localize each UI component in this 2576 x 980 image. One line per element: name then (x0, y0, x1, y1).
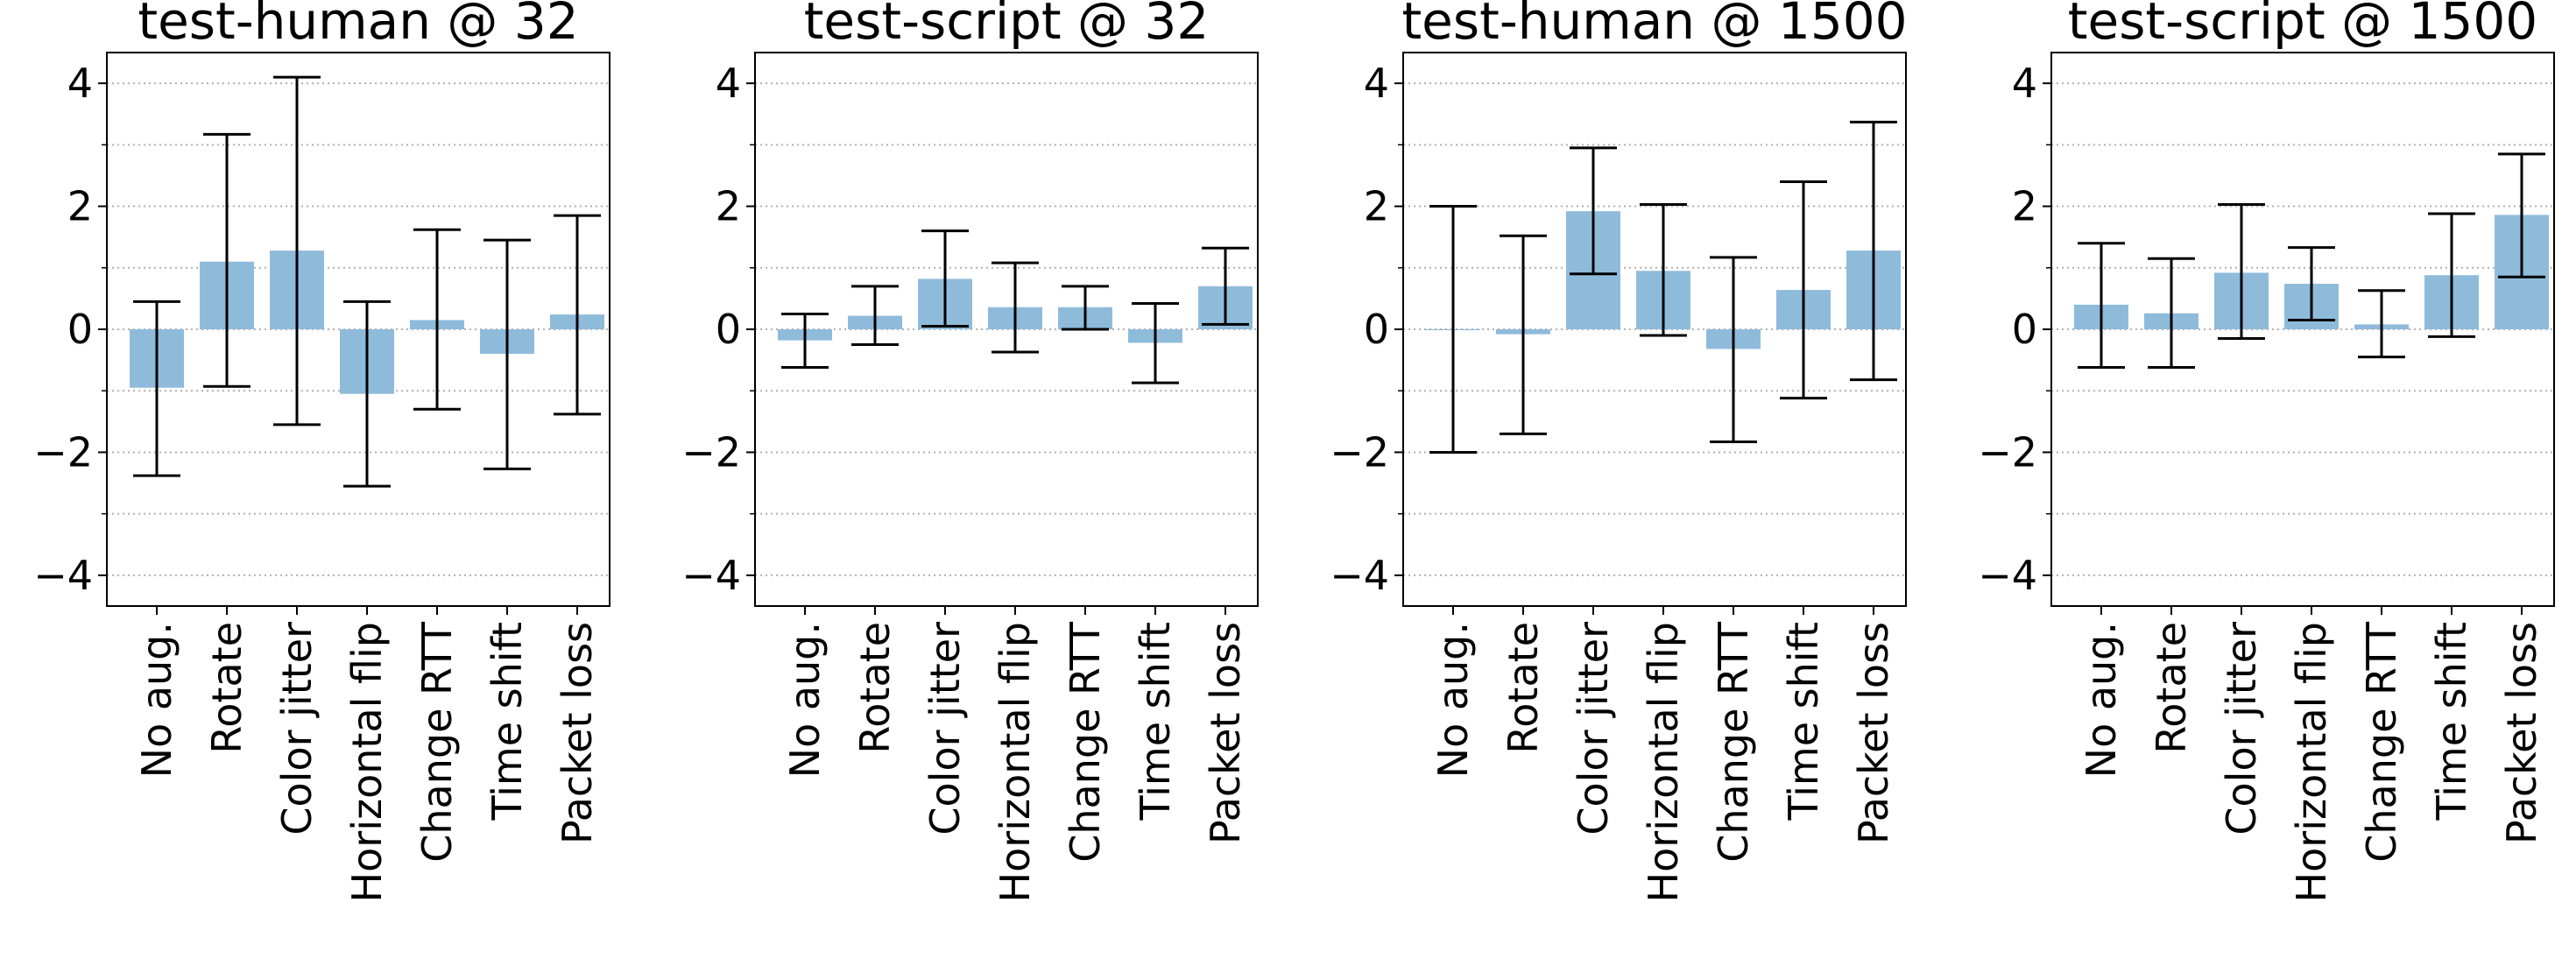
y-tick-label: 2 (67, 183, 93, 230)
error-bar (1500, 234, 1547, 435)
error-bar (413, 228, 461, 411)
error-bar (2358, 289, 2405, 359)
y-tick-label: 4 (67, 60, 93, 107)
chart-title: test-script @ 1500 (2068, 0, 2537, 51)
x-tick-label: Rotate (203, 622, 251, 754)
error-bar (992, 261, 1039, 354)
error-bar (133, 300, 180, 477)
error-bar (483, 238, 531, 470)
y-tick-label: 4 (2012, 60, 2037, 107)
x-tick-label: Packet loss (1202, 622, 1249, 844)
y-tick-label: −2 (1330, 428, 1389, 476)
x-tick-label: Rotate (851, 622, 899, 754)
x-tick-label: Packet loss (2498, 622, 2545, 844)
error-bar (203, 132, 251, 388)
chart-title: test-human @ 1500 (1401, 0, 1907, 51)
error-bar (1780, 180, 1827, 400)
x-tick-label: Change RTT (1710, 621, 1757, 863)
error-bar (2288, 246, 2335, 321)
x-tick-label: Change RTT (2358, 621, 2405, 863)
error-bar (273, 75, 321, 427)
error-bar (2218, 202, 2265, 341)
x-tick-label: Color jitter (921, 622, 969, 835)
x-tick-label: Packet loss (1850, 622, 1897, 844)
x-tick-label: No aug. (1429, 622, 1477, 778)
x-tick-label: Change RTT (413, 621, 461, 863)
error-bar (1062, 285, 1109, 331)
y-tick-label: −2 (681, 428, 741, 476)
x-tick-label: Change RTT (1062, 621, 1109, 863)
error-bar (2498, 152, 2545, 278)
y-tick-label: −4 (1330, 552, 1389, 599)
error-bar (2428, 212, 2475, 338)
chart-panel-4: −4 −2 0 2 4 No aug. Rotate Color jitter Horizont… (1978, 0, 2555, 902)
y-tick-label: 0 (2012, 306, 2037, 353)
x-tick-label: No aug. (781, 622, 829, 778)
x-tick-label: No aug. (2078, 622, 2125, 778)
y-tick-label: 0 (67, 306, 93, 353)
x-tick-label: Rotate (1500, 622, 1547, 754)
x-tick-label: No aug. (133, 622, 180, 778)
error-bar (343, 300, 391, 488)
y-tick-label: 0 (716, 306, 741, 353)
chart-title: test-script @ 32 (804, 0, 1210, 51)
y-tick-label: 2 (1364, 183, 1389, 230)
x-tick-label: Horizontal flip (992, 622, 1039, 902)
chart-panel-2: −4 −2 0 2 4 No aug. Rotate Color jitter Horizont… (681, 0, 1259, 902)
x-tick-label: Packet loss (554, 622, 601, 844)
y-tick-label: 2 (716, 183, 741, 230)
x-tick-label: Color jitter (1570, 622, 1617, 835)
error-bar (554, 214, 601, 416)
chart-panel-1: −4 −2 0 2 4 No aug. Rotate Color jitter Horizont… (33, 0, 610, 902)
x-tick-label: Time shift (483, 622, 531, 821)
y-tick-label: −2 (33, 428, 93, 476)
y-tick-label: 0 (1364, 306, 1389, 353)
x-tick-label: Horizontal flip (2288, 622, 2335, 902)
x-tick-label: Rotate (2148, 622, 2195, 754)
y-tick-label: −4 (33, 552, 93, 599)
x-tick-label: Color jitter (2218, 622, 2265, 835)
error-bar (851, 285, 899, 347)
error-bar (1202, 246, 1249, 326)
y-tick-label: −4 (1978, 552, 2037, 599)
x-tick-label: Horizontal flip (1640, 622, 1687, 902)
x-tick-label: Color jitter (273, 622, 321, 835)
error-bar (1710, 256, 1757, 444)
x-tick-label: Horizontal flip (343, 622, 391, 902)
x-tick-label: Time shift (2428, 622, 2475, 821)
error-bar (1640, 202, 1687, 337)
error-bar (2078, 242, 2125, 370)
y-tick-label: −4 (681, 552, 741, 599)
y-tick-label: 2 (2012, 183, 2037, 230)
y-tick-label: −2 (1978, 428, 2037, 476)
error-bar (781, 312, 829, 370)
y-tick-label: 4 (716, 60, 741, 107)
chart-title: test-human @ 32 (138, 0, 578, 51)
error-bar (2148, 257, 2195, 370)
error-bar (1429, 205, 1477, 454)
x-tick-label: Time shift (1132, 622, 1179, 821)
x-tick-label: Time shift (1780, 622, 1827, 821)
error-bar (1850, 120, 1897, 382)
error-bar (1132, 302, 1179, 384)
chart-panel-3: −4 −2 0 2 4 No aug. Rotate Color jitter Horizont… (1330, 0, 1907, 902)
error-bar (1570, 146, 1617, 276)
error-bar (921, 229, 969, 328)
y-tick-label: 4 (1364, 60, 1389, 107)
